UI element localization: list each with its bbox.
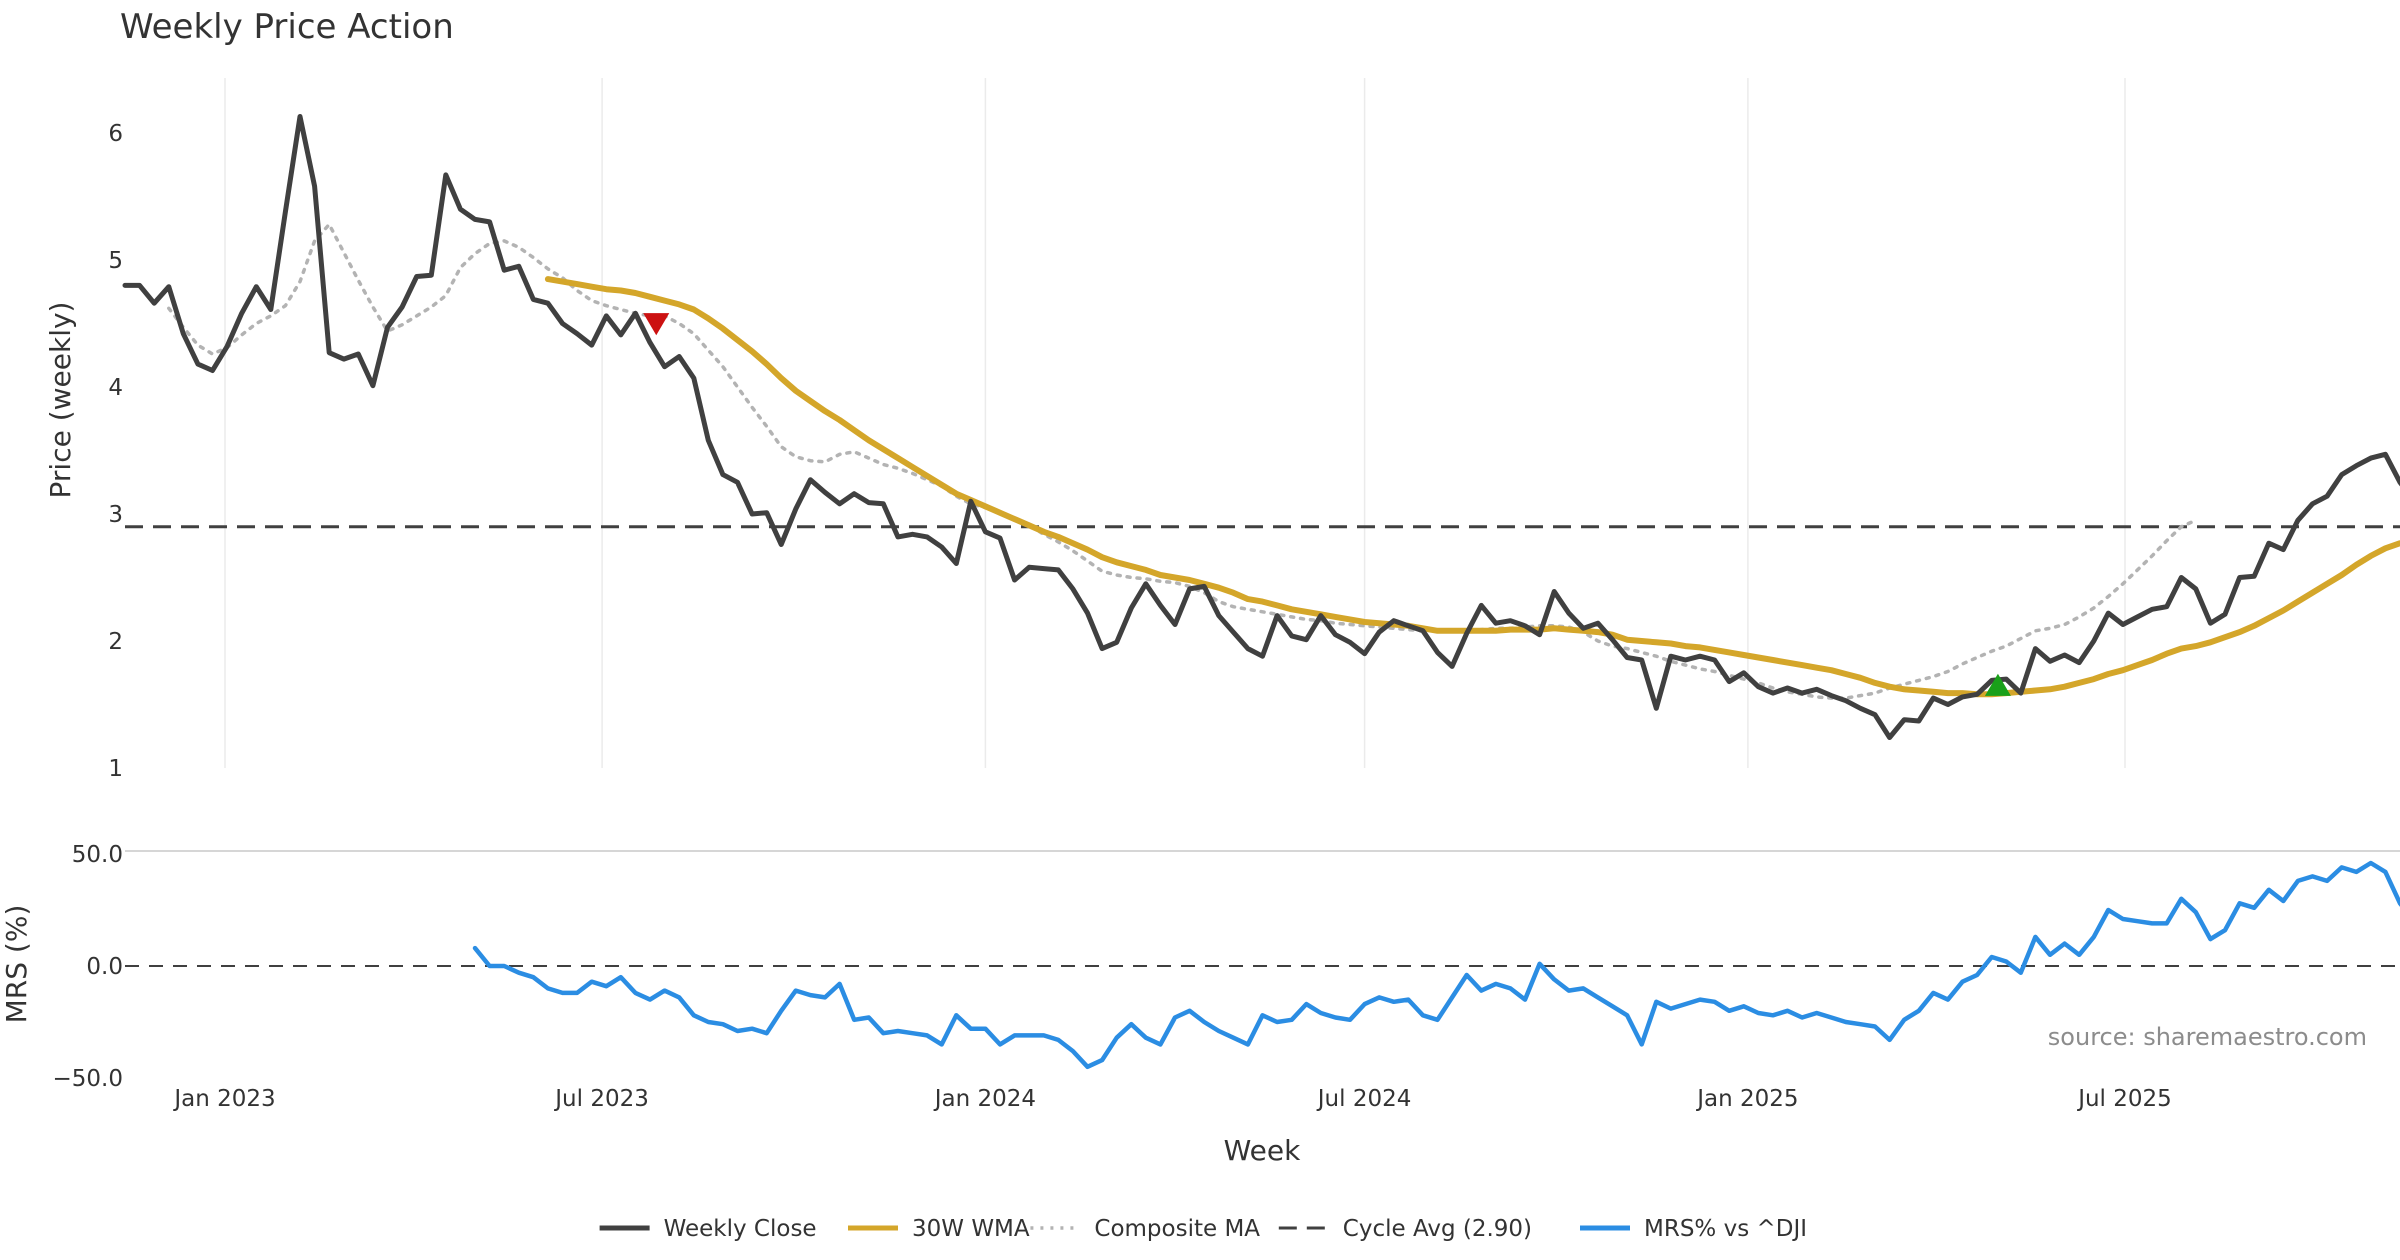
x-axis-label: Week [1224, 1134, 1301, 1167]
x-tick-label: Jan 2024 [933, 1086, 1036, 1112]
price-y-tick-label: 3 [108, 502, 123, 528]
legend-label: Composite MA [1094, 1216, 1260, 1242]
price-y-axis-label: Price (weekly) [44, 302, 77, 499]
legend-item: MRS% vs ^DJI [1580, 1216, 1807, 1242]
legend-label: Weekly Close [664, 1216, 817, 1242]
price-y-tick-label: 6 [108, 121, 123, 147]
signal-markers [643, 313, 2011, 696]
x-tick-label: Jan 2023 [172, 1086, 275, 1112]
weekly-close-line [122, 114, 2400, 740]
x-tick-label: Jul 2023 [553, 1086, 649, 1112]
price-series-lines [122, 114, 2400, 740]
mrs-y-axis-label: MRS (%) [0, 905, 33, 1024]
price-y-tick-labels: 1 2 3 4 5 6 [108, 121, 123, 782]
mrs-y-tick-labels: 50.0 0.0 −50.0 [53, 842, 123, 1092]
x-tick-labels: Jan 2023 Jul 2023 Jan 2024 Jul 2024 Jan 2025… [172, 1086, 2171, 1112]
legend: Weekly Close 30W WMA Composite MA Cycle Avg… [599, 1216, 1807, 1242]
legend-label: Cycle Avg (2.90) [1343, 1216, 1532, 1242]
composite-ma-line [167, 222, 2198, 700]
mrs-y-tick-label: 0.0 [86, 954, 123, 980]
legend-label: MRS% vs ^DJI [1644, 1216, 1807, 1242]
chart-title: Weekly Price Action [120, 7, 454, 47]
mrs-line [472, 860, 2400, 1070]
legend-item: 30W WMA [848, 1216, 1030, 1242]
buy-signal-marker [1984, 673, 2011, 696]
legend-item: Composite MA [1030, 1216, 1260, 1242]
source-note: source: sharemaestro.com [2048, 1023, 2367, 1051]
x-tick-label: Jul 2024 [1316, 1086, 1412, 1112]
price-panel-gridlines [224, 78, 2126, 768]
legend-label: 30W WMA [912, 1216, 1030, 1242]
legend-item: Weekly Close [599, 1216, 817, 1242]
sell-signal-marker [643, 313, 670, 336]
mrs-y-tick-label: 50.0 [72, 842, 123, 868]
30w-wma-line [544, 276, 2400, 698]
legend-item: Cycle Avg (2.90) [1278, 1216, 1532, 1242]
x-tick-label: Jul 2025 [2076, 1086, 2172, 1112]
mrs-series-lines [125, 860, 2400, 1070]
price-y-tick-label: 2 [108, 629, 123, 655]
price-y-tick-label: 5 [108, 248, 123, 274]
x-tick-label: Jan 2025 [1695, 1086, 1798, 1112]
price-y-tick-label: 4 [108, 375, 123, 401]
price-y-tick-label: 1 [108, 756, 123, 782]
mrs-y-tick-label: −50.0 [53, 1066, 123, 1092]
